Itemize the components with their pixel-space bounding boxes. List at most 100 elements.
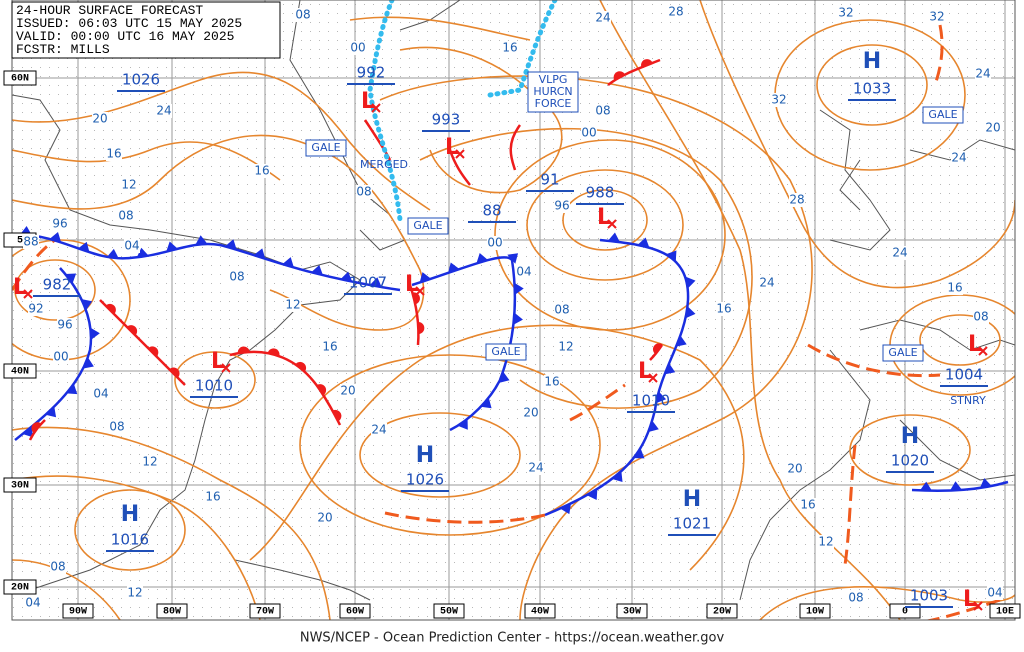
warning-label: GALE — [413, 219, 442, 232]
lon-label-bg — [989, 603, 1021, 619]
cold-symbol — [22, 426, 33, 438]
semicircle — [105, 303, 116, 315]
cold-symbol — [685, 276, 696, 289]
warm-symbol — [105, 303, 116, 315]
isobar-label-bg — [487, 236, 503, 250]
lat-label-bg — [3, 70, 37, 86]
isobar-label: 96 — [554, 199, 569, 213]
isobar-label-bg — [789, 193, 805, 207]
isobar-label-bg — [987, 586, 1003, 600]
isobar-label: 20 — [340, 384, 355, 398]
high-symbol: H — [683, 487, 701, 512]
isobar-label: 08 — [554, 303, 569, 317]
isobar-label: 24 — [759, 276, 774, 290]
isobar-label-bg — [581, 126, 597, 140]
semicircle — [31, 422, 42, 433]
header-line: 24-HOUR SURFACE FORECAST — [16, 3, 203, 18]
isobar-label-bg — [92, 112, 108, 126]
isobar-label: 12 — [142, 455, 157, 469]
lon-label-bg — [433, 603, 465, 619]
warm-symbol — [237, 346, 250, 354]
isobar-label: 00 — [581, 126, 596, 140]
isobar-label-bg — [528, 461, 544, 475]
note: MERGED — [360, 158, 408, 171]
latitude-label: 40N — [11, 367, 29, 378]
warm-symbol — [31, 422, 42, 433]
cold-symbol — [560, 503, 571, 515]
isobar-label: 16 — [502, 41, 517, 55]
cold-symbol — [648, 420, 659, 433]
isobar-label-bg — [52, 217, 68, 231]
isobar-label-bg — [892, 246, 908, 260]
isobar-label: 24 — [951, 151, 966, 165]
isobar-label-bg — [322, 340, 338, 354]
triangle — [22, 426, 33, 438]
triangle — [648, 420, 659, 433]
isobar-label: 16 — [205, 490, 220, 504]
cold-symbol — [979, 478, 992, 489]
triangle — [448, 262, 460, 273]
low-symbol: L — [638, 359, 652, 384]
cold-symbol — [419, 272, 432, 283]
storm-track — [448, 149, 471, 186]
warm-symbol — [652, 343, 663, 355]
isobar-label-bg — [595, 104, 611, 118]
cold-symbol — [666, 250, 677, 262]
isobar-label: 16 — [254, 164, 269, 178]
high-symbol: H — [901, 424, 919, 449]
cold-symbol — [106, 248, 119, 259]
warm-symbol — [148, 346, 159, 357]
isobar-label: 20 — [523, 406, 538, 420]
isobar-label: 24 — [528, 461, 543, 475]
cold-front — [14, 267, 93, 441]
isobar-label-bg — [53, 350, 69, 364]
isobar-label: 28 — [668, 5, 683, 19]
longitude-label: 70W — [256, 607, 274, 618]
isobar-label-bg — [716, 302, 732, 316]
isobar-label: 08 — [109, 420, 124, 434]
triangle — [253, 248, 266, 259]
isobar-label-bg — [23, 235, 39, 249]
cold-symbol — [514, 282, 524, 295]
warm-symbol — [641, 59, 653, 68]
isobar-label-bg — [759, 276, 775, 290]
low-x — [23, 289, 33, 299]
isobar-label-bg — [951, 151, 967, 165]
low-symbol: L — [13, 275, 27, 300]
warm-front — [607, 58, 661, 86]
isobar-label: 08 — [295, 8, 310, 22]
longitude-label: 30W — [623, 607, 641, 618]
isobar-label-bg — [975, 67, 991, 81]
triangle — [476, 253, 488, 264]
cold-symbol — [685, 306, 696, 319]
isobar-label-bg — [156, 104, 172, 118]
cold-symbol — [45, 406, 57, 418]
isobars — [12, 0, 1015, 620]
low-symbol: L — [361, 89, 375, 114]
semicircle — [332, 409, 342, 422]
triangle — [225, 239, 237, 250]
isobar-label-bg — [25, 596, 41, 610]
triangle — [136, 247, 149, 258]
triangle — [586, 489, 598, 500]
isobar-label: 16 — [716, 302, 731, 316]
high-symbol: H — [863, 49, 881, 74]
pressure-value: 988 — [586, 184, 615, 202]
triangle — [457, 418, 468, 430]
triangle — [655, 391, 667, 404]
isobar-label-bg — [929, 10, 945, 24]
isobar-label-bg — [124, 239, 140, 253]
lon-label-bg — [524, 603, 556, 619]
lon-label-bg — [249, 603, 281, 619]
cold-symbol — [81, 299, 93, 311]
pressure-value: 1026 — [122, 71, 160, 89]
cold-symbol — [612, 471, 623, 483]
low-x — [221, 363, 231, 373]
isobar-label: 96 — [52, 217, 67, 231]
isobar-label: 16 — [322, 340, 337, 354]
warning-box — [485, 343, 527, 361]
warning-label: FORCE — [535, 97, 572, 110]
semicircle — [267, 348, 280, 357]
